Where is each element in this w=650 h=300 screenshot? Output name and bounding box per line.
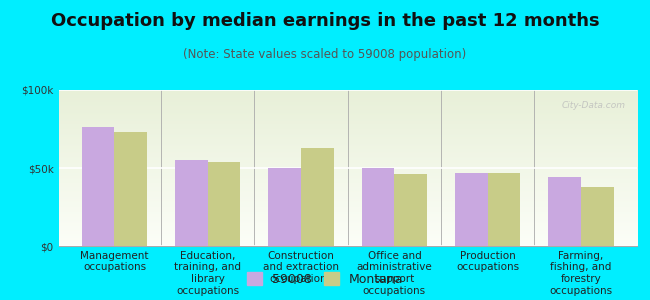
Bar bbox=[395, 174, 427, 246]
Bar bbox=[362, 168, 395, 246]
Bar bbox=[301, 148, 333, 246]
Text: Occupation by median earnings in the past 12 months: Occupation by median earnings in the pas… bbox=[51, 12, 599, 30]
Bar bbox=[455, 173, 488, 246]
Legend: 59008, Montana: 59008, Montana bbox=[242, 267, 408, 291]
Bar bbox=[581, 187, 614, 246]
Bar bbox=[175, 160, 208, 246]
Text: (Note: State values scaled to 59008 population): (Note: State values scaled to 59008 popu… bbox=[183, 48, 467, 61]
Bar bbox=[82, 128, 114, 246]
Bar bbox=[549, 177, 581, 246]
Bar bbox=[268, 168, 301, 246]
Bar bbox=[208, 162, 240, 246]
Bar bbox=[114, 132, 147, 246]
Text: City-Data.com: City-Data.com bbox=[562, 101, 625, 110]
Bar bbox=[488, 173, 521, 246]
